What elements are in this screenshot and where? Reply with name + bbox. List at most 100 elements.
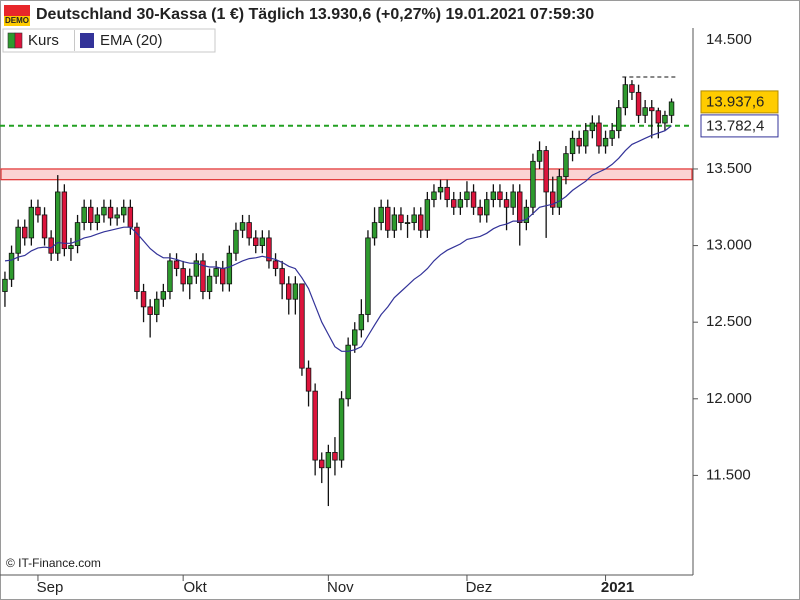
candle-body [279, 268, 285, 285]
candle-body [655, 110, 662, 124]
price-tag [700, 90, 779, 114]
candle-body [61, 191, 68, 250]
candle-body [305, 367, 312, 392]
candle-body [68, 245, 74, 250]
candle-body [642, 107, 648, 116]
candle-body [286, 283, 292, 300]
candle-body [490, 191, 497, 201]
candle-body [629, 84, 635, 93]
legend-box [2, 28, 216, 53]
candle-body [332, 452, 338, 461]
legend-label: EMA (20) [100, 32, 163, 49]
candle-body [358, 314, 365, 331]
candle-body [635, 91, 642, 116]
candle-body [200, 260, 206, 292]
candle-body [398, 214, 404, 223]
candle-body [543, 150, 549, 193]
legend-swatch [7, 32, 16, 49]
candle-body [101, 206, 107, 216]
x-tick-label: Sep [37, 579, 64, 596]
candle-body [134, 226, 140, 292]
candle-body [371, 222, 378, 239]
chart-title: Deutschland 30-Kassa (1 €) Täglich 13.93… [36, 6, 594, 23]
price-tag [700, 114, 779, 138]
candle-body [556, 176, 563, 208]
candle-body [345, 344, 351, 400]
badge-bottom [4, 16, 30, 26]
candle-body [596, 122, 602, 147]
candle-body [411, 214, 417, 223]
legend-divider [74, 30, 75, 51]
y-tick-label: 12.000 [706, 390, 752, 407]
x-tick-label: Okt [183, 579, 207, 596]
candle-body [15, 226, 21, 254]
candle-body [81, 206, 87, 223]
candle-body [299, 283, 305, 369]
resistance-zone [0, 168, 693, 181]
candle-body [338, 398, 345, 461]
candle-body [563, 153, 569, 178]
candle-body [319, 459, 325, 469]
badge-text: DEMO [5, 16, 29, 25]
candle-body [167, 260, 173, 292]
candle-body [28, 206, 35, 239]
candle-body [444, 186, 450, 201]
candle-body [668, 101, 675, 116]
candle-body [259, 237, 266, 246]
candle-body [530, 160, 536, 208]
candle-body [470, 191, 477, 208]
candle-body [180, 268, 186, 285]
candle-body [121, 206, 127, 216]
candle-body [325, 452, 332, 469]
price-tag-label: 13.937,6 [706, 93, 764, 110]
candle-body [484, 199, 490, 216]
candle-body [193, 260, 200, 277]
y-tick-label: 13.500 [706, 160, 752, 177]
candle-body [127, 206, 134, 228]
candle-body [48, 237, 54, 254]
candle-body [616, 107, 622, 132]
candle-body [497, 191, 503, 201]
candle-body [226, 252, 233, 285]
y-tick-label: 13.000 [706, 237, 752, 254]
candle-body [404, 222, 411, 224]
candle-body [206, 275, 213, 292]
candle-body [510, 191, 516, 208]
legend: Kurs EMA (20) [2, 28, 216, 53]
candle-body [213, 268, 219, 277]
candle-body [233, 229, 239, 254]
candle-body [431, 191, 437, 201]
candle-body [583, 130, 589, 147]
badge-top [4, 5, 30, 16]
candle-body [365, 237, 371, 315]
candle-body [451, 199, 457, 208]
y-tick-label: 12.500 [706, 313, 752, 330]
candle-body [22, 226, 28, 239]
demo-badge: DEMO [4, 5, 30, 26]
candle-body [154, 298, 160, 315]
candle-body [378, 206, 384, 223]
candle-body [536, 150, 543, 162]
candle-body [266, 237, 272, 262]
candle-body [94, 214, 101, 223]
candle-body [160, 291, 167, 300]
candle-body [173, 260, 180, 269]
candle-body [602, 137, 609, 147]
x-tick-label: 2021 [601, 579, 634, 596]
candle-body [503, 199, 510, 208]
candle-body [391, 214, 398, 231]
candle-body [253, 237, 259, 246]
candle-body [424, 199, 431, 231]
source: © IT-Finance.com [6, 556, 101, 570]
ema-line [4, 125, 672, 352]
candle-body [2, 278, 8, 292]
candle-body [662, 114, 668, 124]
candle-body [517, 191, 523, 223]
candle-body [8, 252, 15, 280]
candle-body [576, 137, 582, 147]
candle-body [457, 199, 464, 208]
candle-body [385, 206, 391, 231]
candle-body [114, 214, 120, 219]
candle-body [272, 260, 279, 269]
